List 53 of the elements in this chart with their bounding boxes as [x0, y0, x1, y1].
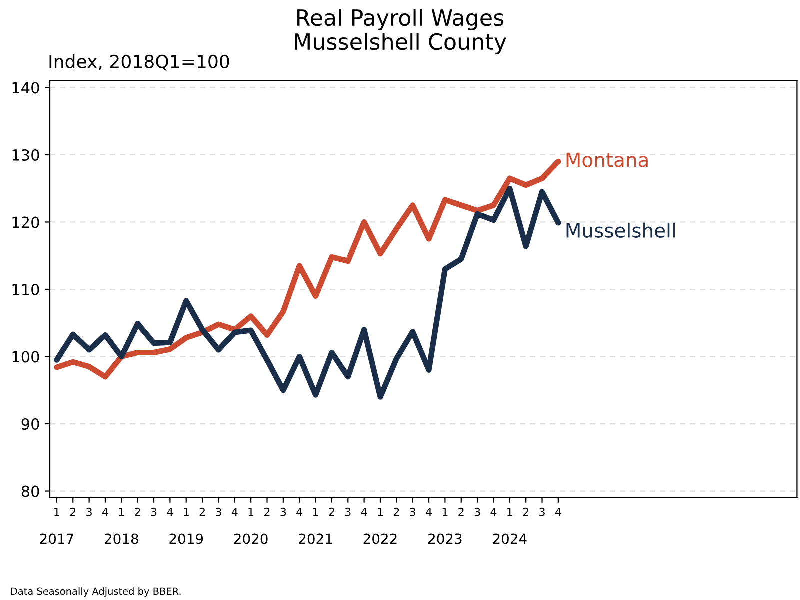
x-tick-label: 4	[296, 508, 303, 516]
y-tick-label: 130	[12, 149, 40, 162]
series-label: Montana	[566, 152, 648, 168]
x-tick-label: 2	[264, 508, 270, 516]
x-tick-label: 1	[313, 508, 318, 516]
x-tick-label: 4	[555, 508, 562, 516]
chart-title: Real Payroll Wages	[298, 9, 504, 31]
x-tick-label: 3	[151, 508, 157, 516]
y-tick-label: 80	[22, 486, 40, 498]
text: 2018	[105, 534, 138, 544]
x-tick-label: 3	[86, 508, 92, 516]
x-tick-label: 1	[54, 508, 60, 516]
x-tick-label: 4	[490, 508, 497, 516]
y-tick-label: 120	[12, 216, 40, 228]
x-tick-label: 1	[378, 508, 383, 516]
text: 2023	[428, 534, 462, 544]
x-tick-label: 2	[200, 508, 205, 516]
x-tick-label: 1	[508, 508, 512, 516]
text: 2021	[299, 534, 332, 544]
text: 2022	[364, 534, 397, 544]
x-tick-label: 1	[248, 508, 254, 516]
x-tick-label: 2	[329, 508, 334, 516]
x-tick-label: 3	[280, 508, 286, 516]
x-tick-label: 3	[345, 508, 351, 516]
x-tick-label: 3	[474, 508, 480, 516]
x-tick-label: 2	[135, 508, 140, 516]
y-tick-label: 100	[12, 351, 40, 363]
y-tick-label: 110	[12, 284, 40, 296]
x-tick-label: 4	[232, 508, 238, 516]
x-tick-label: 3	[410, 508, 416, 516]
x-tick-label: 3	[540, 508, 545, 516]
text: 2019	[170, 534, 204, 544]
x-tick-label: 2	[394, 508, 400, 516]
x-tick-label: 2	[458, 508, 464, 516]
x-tick-label: 4	[361, 508, 368, 516]
y-tick-label: 90	[22, 418, 40, 430]
x-tick-label: 1	[184, 508, 189, 516]
text: 2020	[234, 534, 268, 544]
chart-subtitle: Musselshell County	[295, 33, 506, 55]
x-tick-label: 2	[70, 508, 76, 516]
text: Data Seasonally Adjusted by BBER.	[11, 588, 181, 597]
y-tick-label: 140	[12, 82, 40, 94]
text: 2017	[40, 534, 74, 544]
x-tick-label: 3	[216, 508, 222, 516]
y-axis-title: Index, 2018Q1=100	[50, 54, 230, 71]
x-tick-label: 2	[523, 508, 528, 516]
x-tick-label: 4	[167, 508, 174, 516]
x-tick-label: 1	[442, 508, 448, 516]
x-tick-label: 4	[426, 508, 432, 516]
x-tick-label: 4	[102, 508, 108, 516]
text: 2024	[493, 534, 527, 544]
series-label: Musselshell	[566, 222, 676, 238]
x-tick-label: 1	[119, 508, 124, 516]
